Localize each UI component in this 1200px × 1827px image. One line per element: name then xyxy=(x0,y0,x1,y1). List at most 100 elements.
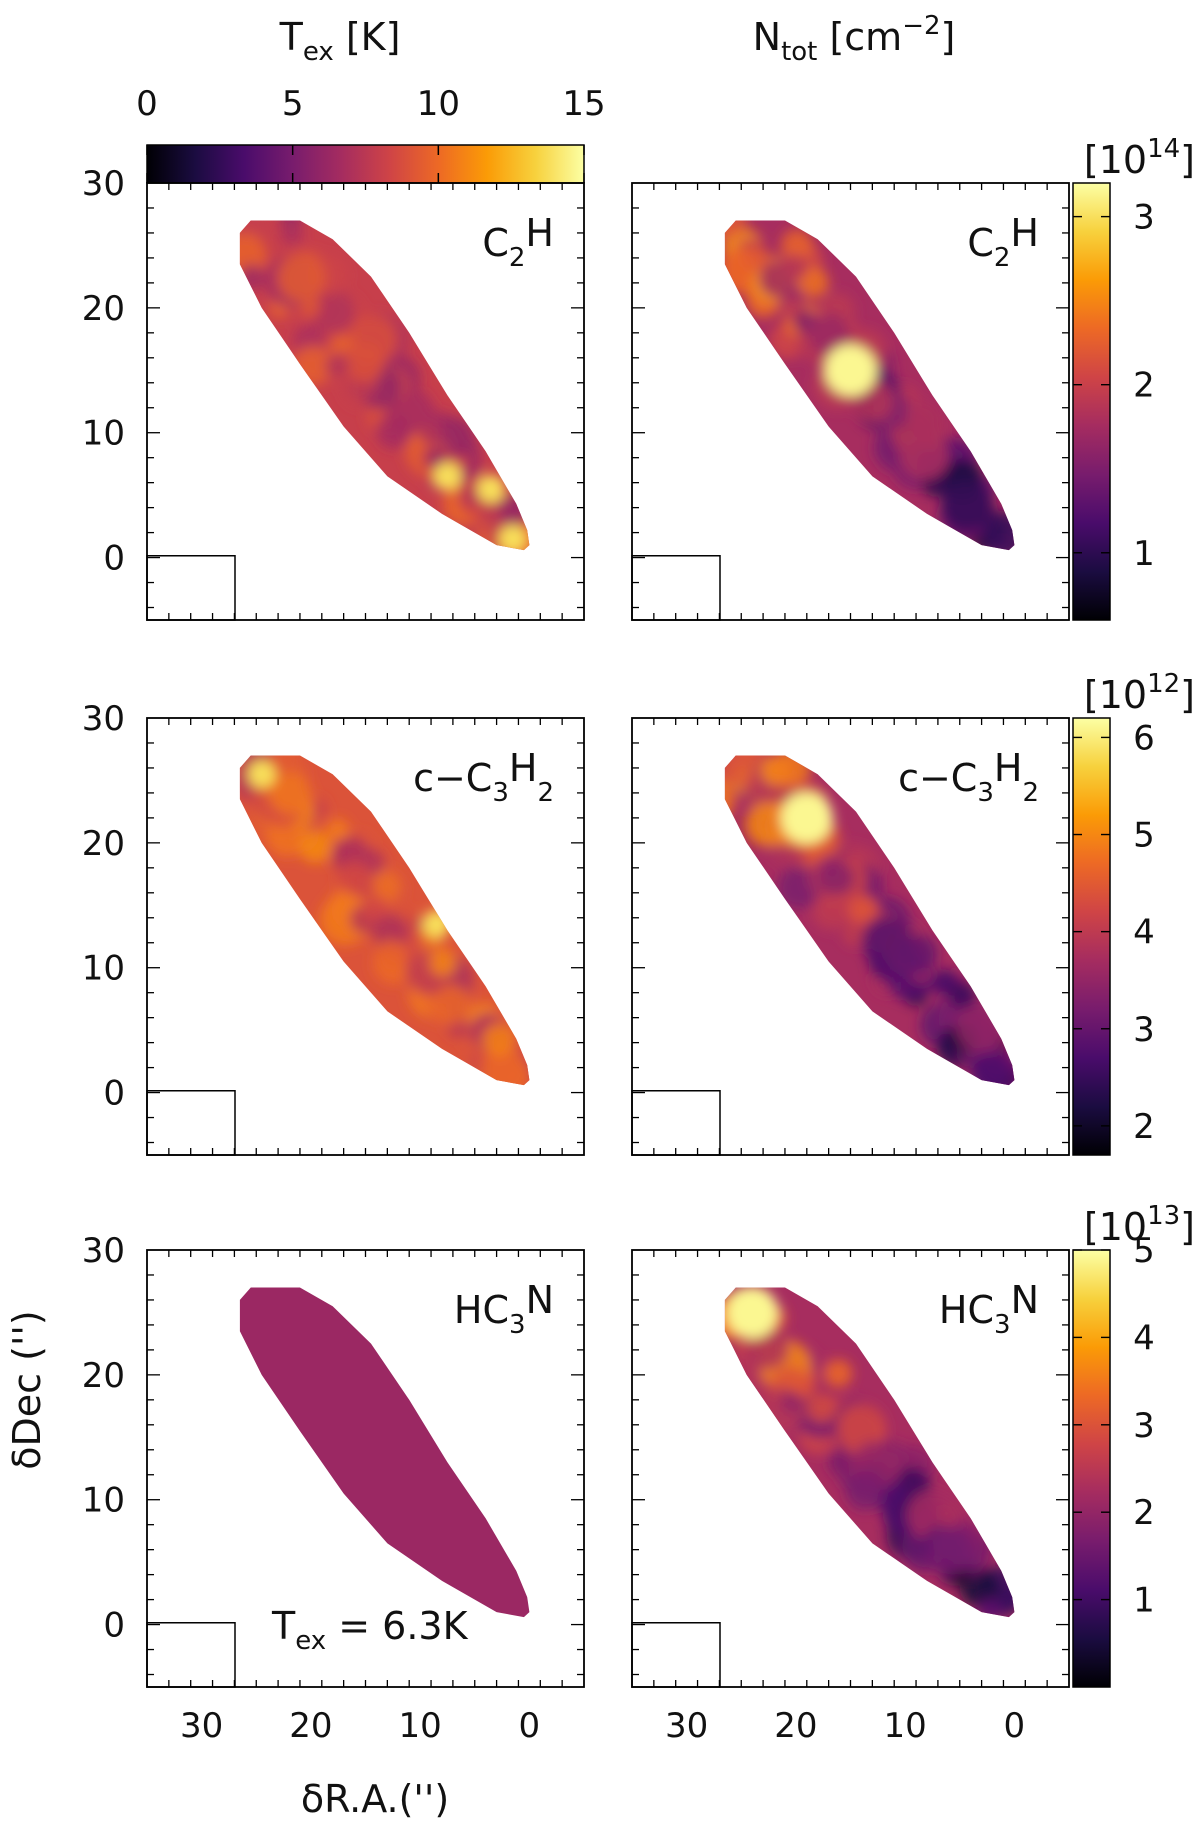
molecule-label: c−C3H2 xyxy=(413,746,554,808)
ntot-colorbar: 1 2 3 [1014] xyxy=(1072,134,1195,621)
tex-variation xyxy=(373,914,409,950)
x-tick-label: 0 xyxy=(519,1706,541,1746)
x-tick-label: 20 xyxy=(774,1706,817,1746)
ntot-variation xyxy=(845,1471,886,1511)
y-tick-label: 30 xyxy=(82,1231,125,1271)
tex-variation xyxy=(429,984,471,1025)
ntot-colorbar-tick-label: 2 xyxy=(1133,1493,1155,1533)
y-tick-label: 10 xyxy=(82,949,125,989)
beam-box xyxy=(146,1090,236,1156)
tex-variation xyxy=(312,290,356,334)
tex-map-panel: C2H xyxy=(146,182,585,621)
y-tick-label: 30 xyxy=(82,164,125,204)
y-tick-label: 0 xyxy=(103,1606,125,1646)
tex-colorbar-tick-label: 10 xyxy=(417,84,460,124)
x-tick-label: 20 xyxy=(289,1706,332,1746)
ntot-variation xyxy=(955,1003,1005,1053)
ntot-colorbar-tick-label: 3 xyxy=(1133,1010,1155,1050)
tex-colorbar-gradient xyxy=(146,144,585,184)
tex-variation xyxy=(458,484,483,509)
ntot-colorbar-gradient xyxy=(1072,1249,1111,1688)
ntot-map-panel: 2 3 4 5 6[1012] c−C3H2 xyxy=(631,669,1195,1156)
ntot-variation xyxy=(893,946,923,976)
ntot-peak xyxy=(824,344,877,397)
tex-map-panel: Tex = 6.3K HC3N 30 20 10 0 xyxy=(146,1249,585,1746)
tex-variation xyxy=(349,315,399,364)
ntot-colorbar-scale: [1013] xyxy=(1084,1201,1195,1249)
ntot-variation xyxy=(799,267,829,298)
tex-variation xyxy=(326,818,349,841)
y-tick-label: 10 xyxy=(82,414,125,454)
tex-colorbar-tick-label: 15 xyxy=(562,84,605,124)
tex-colorbar-tick-label: 0 xyxy=(136,84,158,124)
ntot-variation xyxy=(849,894,877,922)
beam-box xyxy=(631,1622,721,1688)
molecule-label: HC3N xyxy=(454,1278,554,1340)
tex-variation xyxy=(368,870,402,904)
ntot-variation xyxy=(948,981,976,1009)
y-tick-label: 20 xyxy=(82,289,125,329)
tex-hotspot xyxy=(433,462,462,491)
ntot-variation xyxy=(905,398,944,437)
tex-variation xyxy=(376,413,412,450)
tex-map-panel: c−C3H2 xyxy=(146,717,585,1156)
ntot-variation xyxy=(824,1359,853,1388)
tex-hotspot xyxy=(422,910,451,939)
beam-box xyxy=(631,1090,721,1156)
x-axis-label: δR.A.('') xyxy=(301,1777,449,1821)
ntot-colorbar-tick-label: 6 xyxy=(1133,718,1155,758)
ntot-variation xyxy=(928,1525,978,1575)
ntot-variation xyxy=(969,1052,1011,1086)
tex-variation xyxy=(482,1023,516,1057)
ntot-variation xyxy=(771,755,811,788)
ntot-colorbar-tick-label: 4 xyxy=(1133,913,1155,953)
ntot-colorbar-gradient xyxy=(1072,717,1111,1156)
ntot-colorbar: 1 2 3 4 5[1013] xyxy=(1072,1201,1195,1688)
ntot-colorbar-gradient xyxy=(1072,182,1111,621)
panel-row: 30 20 10 0 Tex = 6.3K HC3N 30 20 10 0 1 2 3 4 5[1013] H… xyxy=(82,1201,1195,1746)
ntot-colorbar-scale: [1012] xyxy=(1084,669,1195,717)
y-tick-label: 20 xyxy=(82,1356,125,1396)
x-tick-label: 30 xyxy=(665,1706,708,1746)
ntot-variation xyxy=(836,1403,886,1453)
ntot-colorbar-tick-label: 4 xyxy=(1133,1318,1155,1358)
tex-variation xyxy=(276,253,326,303)
ntot-colorbar-scale: [1014] xyxy=(1084,134,1195,182)
tex-colorbar: 0 5 10 15 xyxy=(136,84,606,184)
molecule-label: HC3N xyxy=(939,1278,1039,1340)
panel-row: 30 20 10 0 c−C3H2 2 3 4 5 6[1012] c−C3H2 xyxy=(82,669,1195,1156)
ntot-variation xyxy=(745,248,769,272)
y-tick-label: 30 xyxy=(82,699,125,739)
beam-box xyxy=(146,555,236,621)
ntot-variation xyxy=(745,802,790,847)
ntot-variation xyxy=(808,313,852,356)
tex-variation xyxy=(325,353,349,378)
x-tick-label: 30 xyxy=(180,1706,223,1746)
ntot-colorbar-tick-label: 2 xyxy=(1133,366,1155,406)
beam-box xyxy=(631,555,721,621)
ntot-colorbar-tick-label: 3 xyxy=(1133,198,1155,238)
y-tick-label: 0 xyxy=(103,1074,125,1114)
panel-row: 30 20 10 0 C2H 1 2 3 [1014] C2H xyxy=(82,134,1195,621)
x-tick-label: 10 xyxy=(398,1706,441,1746)
ntot-variation xyxy=(919,1508,941,1530)
ntot-variation xyxy=(780,254,808,282)
tex-hotspot xyxy=(477,474,506,503)
tex-variation xyxy=(280,222,304,246)
ntot-colorbar-tick-label: 3 xyxy=(1133,1406,1155,1446)
ntot-variation xyxy=(780,1391,802,1413)
tex-variation xyxy=(376,939,407,970)
tex-variation xyxy=(498,494,530,527)
y-tick-label: 0 xyxy=(103,539,125,579)
tex-hotspot xyxy=(498,524,527,551)
ntot-map-panel: 1 2 3 4 5[1013] HC3N 30 20 10 0 xyxy=(631,1201,1195,1746)
ntot-colorbar: 2 3 4 5 6[1012] xyxy=(1072,669,1195,1156)
x-tick-label: 10 xyxy=(883,1706,926,1746)
ntot-colorbar-tick-label: 1 xyxy=(1133,1581,1155,1621)
ntot-variation xyxy=(724,220,747,239)
ntot-variation xyxy=(724,220,727,237)
ntot-peak xyxy=(780,791,833,844)
tex-variation xyxy=(298,830,333,864)
ntot-map-panel: 1 2 3 [1014] C2H xyxy=(631,134,1195,621)
tex-variation xyxy=(417,416,446,445)
